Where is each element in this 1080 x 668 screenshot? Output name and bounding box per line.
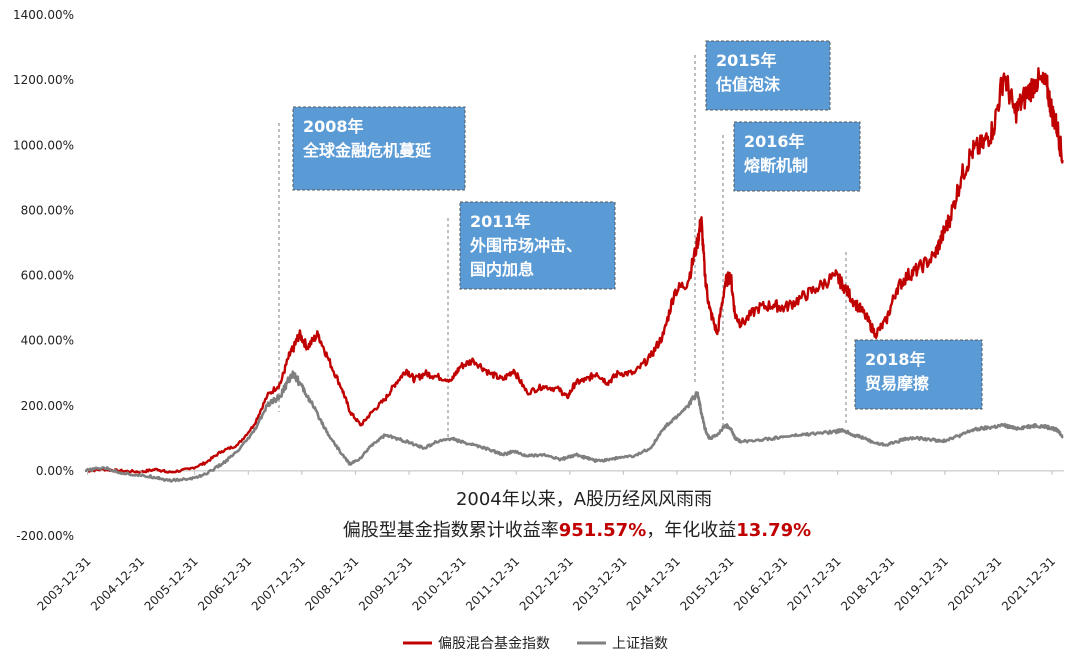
y-tick-label: 1400.00% (13, 8, 74, 22)
series-line-fund-index (84, 67, 1064, 474)
y-tick-label: 400.00% (21, 334, 74, 348)
x-tick-label: 2016-12-31 (731, 554, 790, 613)
annotation-box-bg (705, 40, 831, 111)
x-tick-label: 2020-12-31 (945, 554, 1004, 613)
annotation-box-bg (292, 106, 466, 191)
y-tick-label: 800.00% (21, 203, 74, 217)
annotation-guide-lines (278, 55, 847, 440)
legend-label-sse: 上证指数 (612, 636, 668, 652)
annotation-text: 2018年 (865, 350, 926, 369)
annotation-text: 贸易摩擦 (865, 374, 929, 393)
y-tick-label: 200.00% (21, 399, 74, 413)
x-tick-label: 2008-12-31 (302, 554, 361, 613)
caption-line-1: 2004年以来，A股历经风风雨雨 (456, 489, 712, 510)
annotations: 2008年全球金融危机蔓延2011年外围市场冲击、国内加息2015年估值泡沫20… (292, 40, 983, 410)
annotation-text: 估值泡沫 (715, 75, 781, 94)
x-tick-label: 2009-12-31 (356, 554, 415, 613)
x-tick-label: 2019-12-31 (892, 554, 951, 613)
x-tick-label: 2007-12-31 (249, 554, 308, 613)
x-tick-label: 2015-12-31 (677, 554, 736, 613)
x-tick-label: 2011-12-31 (463, 554, 522, 613)
x-tick-label: 2010-12-31 (410, 554, 469, 613)
y-axis-ticks: 1400.00% 1200.00% 1000.00% 800.00% 600.00% 40… (13, 8, 74, 543)
annotation-box-bg (854, 339, 983, 410)
annotation-text: 全球金融危机蔓延 (302, 141, 432, 160)
annotation-text: 2008年 (303, 117, 364, 136)
x-tick-label: 2003-12-31 (34, 554, 93, 613)
caption-annual-return: 13.79% (736, 520, 811, 541)
annotation-text: 2016年 (744, 132, 805, 151)
x-tick-label: 2013-12-31 (570, 554, 629, 613)
y-tick-label: 1000.00% (13, 138, 74, 152)
caption-line-2: 偏股型基金指数累计收益率951.57%，年化收益13.79% (343, 520, 811, 541)
caption-middle: ，年化收益 (646, 520, 736, 541)
series-line-sse-index (84, 370, 1064, 483)
x-tick-label: 2014-12-31 (624, 554, 683, 613)
legend-label-fund: 偏股混合基金指数 (438, 635, 550, 652)
legend: 偏股混合基金指数 上证指数 (403, 635, 668, 652)
annotation-text: 2015年 (716, 51, 777, 70)
y-tick-label: 0.00% (36, 464, 74, 478)
x-tick-label: 2006-12-31 (195, 554, 254, 613)
x-tick-label: 2021-12-31 (999, 554, 1058, 613)
y-tick-label: 600.00% (21, 269, 74, 283)
annotation-text: 2011年 (470, 212, 531, 231)
x-tick-label: 2018-12-31 (838, 554, 897, 613)
caption-prefix: 偏股型基金指数累计收益率 (343, 520, 559, 541)
y-tick-label: 1200.00% (13, 73, 74, 87)
annotation-box-bg (459, 201, 616, 290)
x-tick-label: 2017-12-31 (785, 554, 844, 613)
annotation-text: 外围市场冲击、 (469, 236, 582, 255)
x-tick-label: 2012-12-31 (517, 554, 576, 613)
x-tick-label: 2004-12-31 (88, 554, 147, 613)
y-tick-label: -200.00% (16, 529, 74, 543)
x-tick-label: 2005-12-31 (142, 554, 201, 613)
annotation-box-bg (733, 121, 861, 192)
caption-cumulative-return: 951.57% (559, 520, 647, 541)
annotation-text: 国内加息 (470, 260, 534, 279)
annotation-text: 熔断机制 (744, 156, 808, 175)
series-lines (84, 67, 1064, 483)
